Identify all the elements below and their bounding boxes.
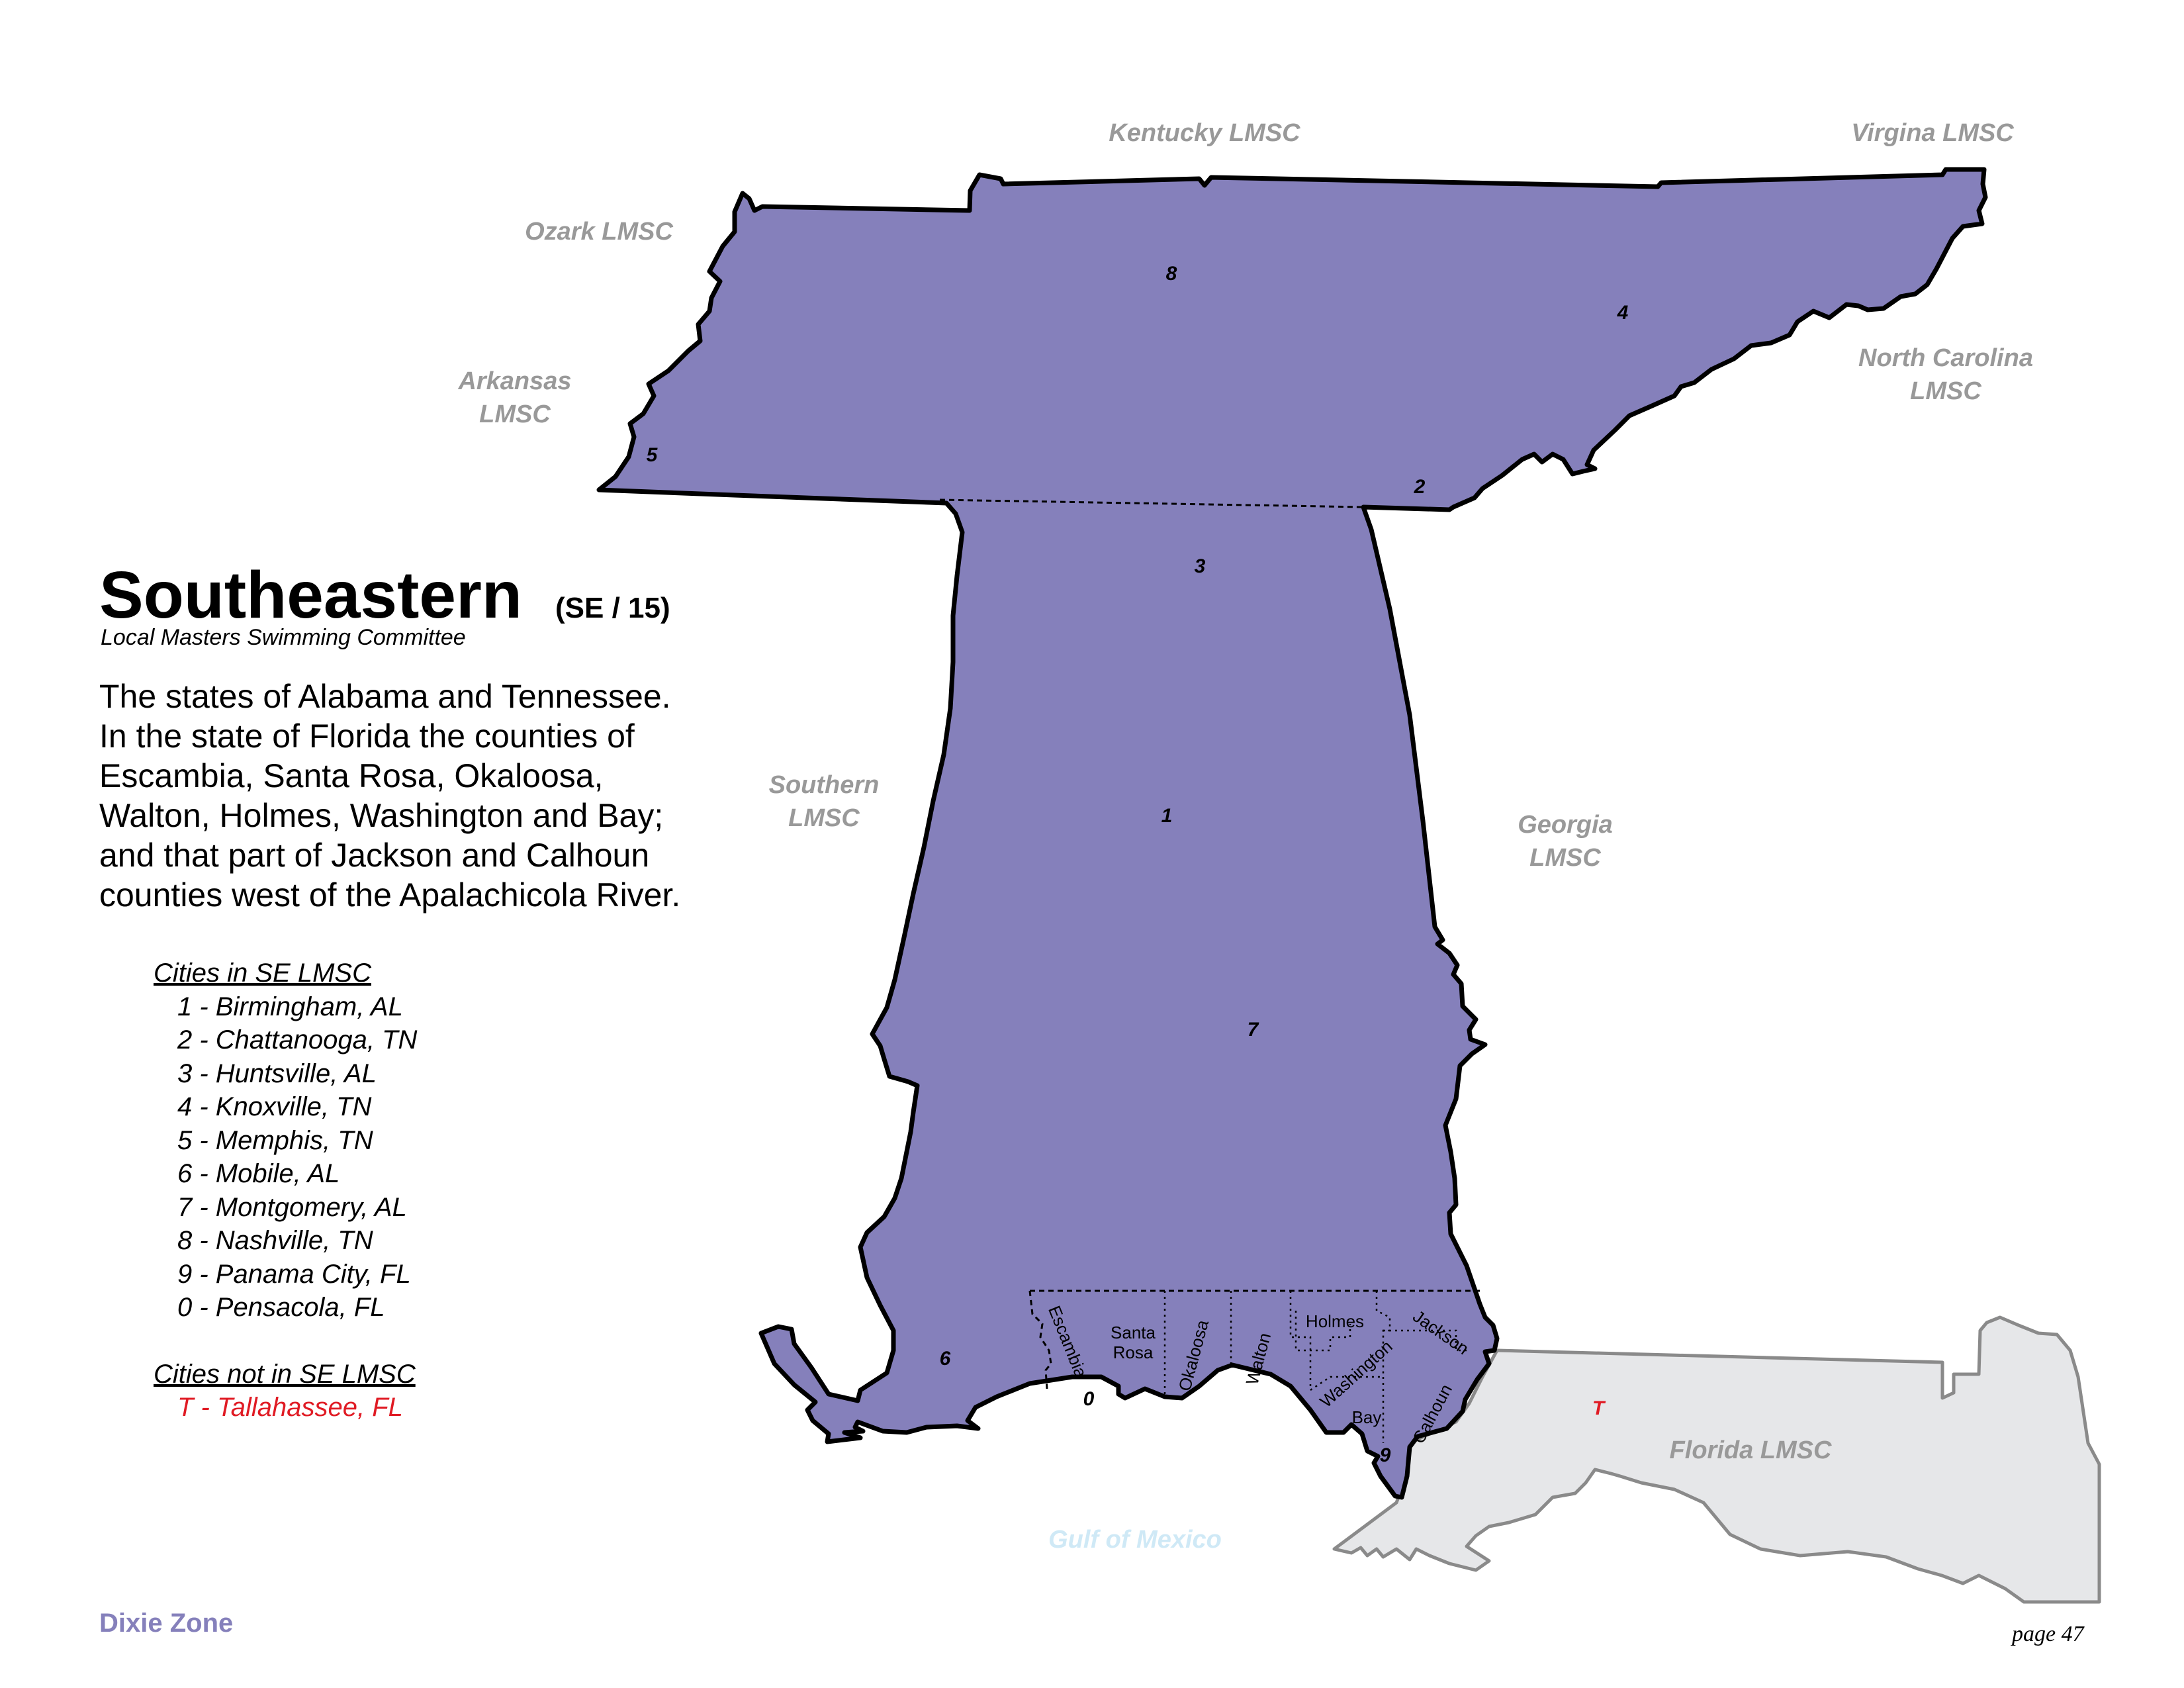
city-marker-0: 0 (1083, 1388, 1095, 1410)
virginia-label: Virgina LMSC (1851, 119, 2014, 147)
city-item: 6 - Mobile, AL (177, 1159, 340, 1188)
jackson-calhoun-line (1383, 1329, 1469, 1352)
county-santa-rosa-2: Rosa (1113, 1342, 1154, 1362)
arkansas-label-1: Arkansas (457, 367, 571, 395)
county-borders (1163, 1291, 1469, 1443)
cities-in-header: Cities in SE LMSC (154, 959, 371, 988)
city-marker-7: 7 (1248, 1019, 1259, 1041)
tn-al-border (939, 498, 1364, 508)
city-item: 9 - Panama City, FL (177, 1259, 411, 1289)
page-number: page 47 (2012, 1622, 2084, 1646)
region-title: Southeastern (SE / 15) (99, 557, 670, 633)
southern-label-2: LMSC (788, 804, 860, 832)
city-marker-8: 8 (1166, 263, 1177, 285)
county-santa-rosa-1: Santa (1111, 1323, 1156, 1342)
city-marker-6: 6 (940, 1348, 951, 1370)
gulf-label: Gulf of Mexico (1048, 1526, 1222, 1554)
city-marker-2: 2 (1414, 476, 1426, 498)
county-holmes: Holmes (1306, 1311, 1364, 1331)
city-item: 8 - Nashville, TN (177, 1226, 373, 1255)
georgia-label-2: LMSC (1529, 844, 1601, 872)
cities-list: Cities in SE LMSC 1 - Birmingham, AL 2 -… (154, 957, 417, 1425)
florida-label: Florida LMSC (1670, 1436, 1832, 1464)
description-line: In the state of Florida the counties of (99, 718, 635, 755)
bay-washington-line (1310, 1376, 1383, 1391)
southern-label-1: Southern (769, 771, 880, 799)
city-item: 7 - Montgomery, AL (177, 1192, 407, 1222)
description-line: and that part of Jackson and Calhoun (99, 837, 650, 874)
ozark-label: Ozark LMSC (525, 218, 673, 246)
description-line: counties west of the Apalachicola River. (99, 876, 681, 914)
north-carolina-label-1: North Carolina (1858, 344, 2033, 372)
description-line: Escambia, Santa Rosa, Okaloosa, (99, 757, 604, 794)
georgia-label-1: Georgia (1518, 811, 1613, 839)
city-item: 0 - Pensacola, FL (177, 1293, 385, 1322)
city-marker-5: 5 (647, 444, 659, 466)
city-marker-t: T (1592, 1397, 1606, 1419)
escambia-border (1028, 1290, 1052, 1389)
region-subtitle: Local Masters Swimming Committee (101, 625, 466, 650)
florida-shape (1332, 1315, 2101, 1604)
county-bay: Bay (1352, 1407, 1382, 1427)
kentucky-label: Kentucky LMSC (1109, 119, 1300, 147)
city-item: 3 - Huntsville, AL (177, 1058, 377, 1088)
description-line: The states of Alabama and Tennessee. (99, 678, 671, 715)
city-marker-9: 9 (1380, 1444, 1391, 1466)
region-code: (SE / 15) (555, 592, 670, 624)
north-carolina-label-2: LMSC (1910, 377, 1981, 405)
description-line: Walton, Holmes, Washington and Bay; (99, 797, 664, 834)
city-marker-4: 4 (1617, 302, 1629, 324)
list-spacer (154, 1325, 417, 1358)
cities-out-header: Cities not in SE LMSC (154, 1359, 416, 1389)
region-description: The states of Alabama and Tennessee. In … (99, 677, 708, 915)
region-name: Southeastern (99, 558, 523, 632)
city-item: 4 - Knoxville, TN (177, 1092, 372, 1121)
zone-label: Dixie Zone (99, 1609, 234, 1638)
city-marker-3: 3 (1195, 555, 1206, 577)
city-item-not-in: T - Tallahassee, FL (177, 1393, 403, 1422)
arkansas-label-2: LMSC (479, 400, 551, 428)
city-marker-1: 1 (1161, 805, 1173, 827)
city-item: 1 - Birmingham, AL (177, 992, 403, 1021)
se-region-shape (596, 167, 1988, 1500)
city-item: 5 - Memphis, TN (177, 1125, 373, 1155)
city-item: 2 - Chattanooga, TN (177, 1025, 418, 1055)
